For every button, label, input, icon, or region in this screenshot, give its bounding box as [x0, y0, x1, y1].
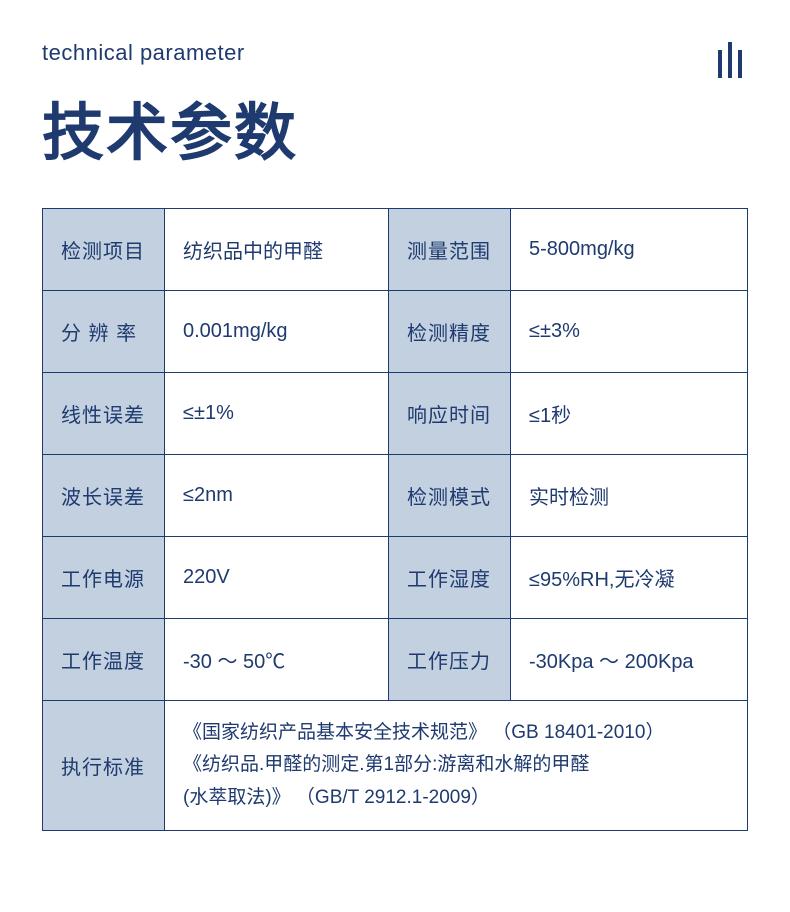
param-value: ≤1秒: [511, 373, 748, 455]
param-value: 实时检测: [511, 455, 748, 537]
param-label: 检测精度: [389, 291, 511, 373]
table-row: 线性误差 ≤±1% 响应时间 ≤1秒: [43, 373, 748, 455]
param-label: 工作压力: [389, 619, 511, 701]
param-value: ≤±3%: [511, 291, 748, 373]
param-label: 检测项目: [43, 209, 165, 291]
table-row: 分 辨 率 0.001mg/kg 检测精度 ≤±3%: [43, 291, 748, 373]
param-value: 5-800mg/kg: [511, 209, 748, 291]
table-row: 工作电源 220V 工作湿度 ≤95%RH,无冷凝: [43, 537, 748, 619]
table-row: 工作温度 -30 ～ 50℃ 工作压力 -30Kpa ～ 200Kpa: [43, 619, 748, 701]
param-label: 线性误差: [43, 373, 165, 455]
param-label: 分 辨 率: [43, 291, 165, 373]
param-label: 工作湿度: [389, 537, 511, 619]
spec-table-wrapper: 检测项目 纺织品中的甲醛 测量范围 5-800mg/kg 分 辨 率 0.001…: [0, 172, 790, 831]
param-label: 响应时间: [389, 373, 511, 455]
param-label: 执行标准: [43, 701, 165, 831]
param-value: -30Kpa ～ 200Kpa: [511, 619, 748, 701]
param-value: 纺织品中的甲醛: [165, 209, 389, 291]
param-value: ≤2nm: [165, 455, 389, 537]
param-value: 220V: [165, 537, 389, 619]
param-value: 0.001mg/kg: [165, 291, 389, 373]
decoration-bars-icon: [718, 42, 742, 78]
subtitle: technical parameter: [42, 40, 748, 66]
table-row: 检测项目 纺织品中的甲醛 测量范围 5-800mg/kg: [43, 209, 748, 291]
param-label: 工作温度: [43, 619, 165, 701]
param-value: -30 ～ 50℃: [165, 619, 389, 701]
table-row: 波长误差 ≤2nm 检测模式 实时检测: [43, 455, 748, 537]
param-value: ≤95%RH,无冷凝: [511, 537, 748, 619]
param-label: 工作电源: [43, 537, 165, 619]
page-title: 技术参数: [42, 82, 748, 172]
table-row-standard: 执行标准 《国家纺织产品基本安全技术规范》 （GB 18401-2010）《纺织…: [43, 701, 748, 831]
param-label: 测量范围: [389, 209, 511, 291]
param-label: 波长误差: [43, 455, 165, 537]
spec-table: 检测项目 纺织品中的甲醛 测量范围 5-800mg/kg 分 辨 率 0.001…: [42, 208, 748, 831]
param-value-standard: 《国家纺织产品基本安全技术规范》 （GB 18401-2010）《纺织品.甲醛的…: [165, 701, 748, 831]
param-label: 检测模式: [389, 455, 511, 537]
header: technical parameter 技术参数: [0, 0, 790, 172]
param-value: ≤±1%: [165, 373, 389, 455]
